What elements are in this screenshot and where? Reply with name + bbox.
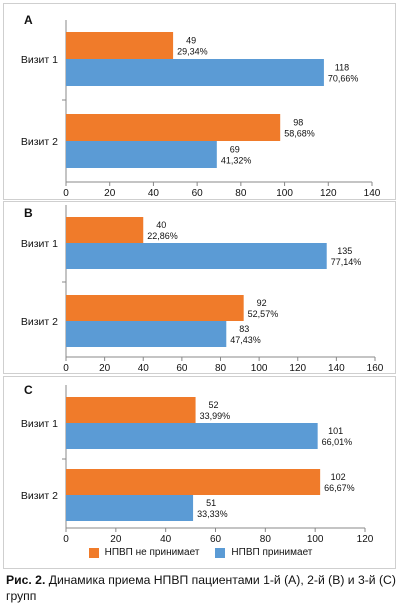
- data-label-value: 69: [230, 145, 240, 155]
- data-label-percent: 41,32%: [221, 156, 252, 166]
- category-label: Визит 2: [21, 316, 58, 328]
- data-label-value: 49: [186, 36, 196, 46]
- x-tick-label: 120: [357, 534, 374, 545]
- data-label-percent: 52,57%: [248, 309, 279, 319]
- bar: [66, 243, 327, 269]
- data-label-percent: 33,99%: [200, 411, 231, 421]
- x-tick-label: 80: [235, 188, 247, 199]
- data-label-value: 135: [337, 246, 352, 256]
- bar: [66, 141, 217, 168]
- x-tick-label: 100: [307, 534, 324, 545]
- x-tick-label: 20: [110, 534, 122, 545]
- x-tick-label: 120: [320, 188, 337, 199]
- data-label-value: 52: [209, 400, 219, 410]
- x-tick-label: 160: [367, 363, 384, 374]
- chart-panel-a: A 0 20 40 60 80 100 120 140 Визит 1 49 29,34% 118 70…: [3, 3, 396, 200]
- legend-item-taking: НПВП принимает: [215, 547, 312, 558]
- data-label-value: 40: [156, 220, 166, 230]
- x-tick-label: 20: [99, 363, 111, 374]
- legend-swatch-blue: [215, 547, 226, 558]
- bar: [66, 397, 196, 423]
- x-tick-label: 40: [148, 188, 160, 199]
- data-label-value: 101: [328, 426, 343, 436]
- legend-swatch-orange: [88, 547, 99, 558]
- x-tick-label: 0: [63, 534, 69, 545]
- bar: [66, 321, 227, 347]
- x-tick-label: 0: [63, 363, 69, 374]
- data-label-percent: 58,68%: [284, 129, 315, 139]
- data-label-percent: 66,01%: [322, 437, 353, 447]
- bar: [66, 295, 244, 321]
- x-tick-label: 100: [251, 363, 268, 374]
- x-tick-label: 120: [289, 363, 306, 374]
- data-label-percent: 33,33%: [197, 509, 228, 519]
- bar: [66, 114, 281, 141]
- bar: [66, 217, 144, 243]
- category-label: Визит 1: [21, 54, 58, 66]
- x-tick-label: 0: [63, 188, 69, 199]
- data-label-value: 98: [293, 118, 303, 128]
- data-label-value: 102: [331, 472, 346, 482]
- bar: [66, 469, 321, 495]
- x-tick-label: 40: [138, 363, 150, 374]
- data-label-value: 83: [239, 324, 249, 334]
- legend-label-not-taking: НПВП не принимает: [104, 547, 200, 558]
- caption-lead: Рис. 2.: [6, 573, 46, 587]
- category-label: Визит 2: [21, 490, 58, 502]
- bar: [66, 32, 174, 59]
- category-label: Визит 1: [21, 238, 58, 250]
- category-label: Визит 2: [21, 136, 58, 148]
- x-tick-label: 140: [328, 363, 345, 374]
- data-label-percent: 77,14%: [331, 257, 362, 267]
- chart-legend: НПВП не принимает НПВП принимает: [4, 547, 397, 558]
- x-tick-label: 60: [210, 534, 222, 545]
- x-tick-label: 100: [276, 188, 293, 199]
- x-tick-label: 20: [104, 188, 116, 199]
- x-tick-label: 80: [215, 363, 227, 374]
- panel-label-b: B: [24, 206, 33, 220]
- legend-item-not-taking: НПВП не принимает: [88, 547, 200, 558]
- chart-panel-b: B 0 20 40 60 80 100 120 140 160 Визит 1 40 22,86% 13…: [3, 201, 396, 374]
- data-label-percent: 47,43%: [230, 335, 261, 345]
- data-label-percent: 66,67%: [324, 483, 355, 493]
- x-tick-label: 140: [364, 188, 381, 199]
- bar: [66, 59, 324, 86]
- figure-caption: Рис. 2. Динамика приема НПВП пациентами …: [6, 572, 396, 604]
- data-label-value: 51: [206, 498, 216, 508]
- x-tick-label: 60: [176, 363, 188, 374]
- data-label-percent: 29,34%: [177, 47, 208, 57]
- x-tick-label: 40: [160, 534, 172, 545]
- data-label-percent: 22,86%: [147, 231, 178, 241]
- panel-label-a: A: [24, 13, 33, 27]
- panel-label-c: C: [24, 383, 33, 397]
- legend-label-taking: НПВП принимает: [231, 547, 313, 558]
- caption-text: Динамика приема НПВП пациентами 1-й (А),…: [6, 573, 396, 603]
- bar: [66, 495, 194, 521]
- data-label-value: 92: [257, 298, 267, 308]
- data-label-percent: 70,66%: [328, 74, 359, 84]
- data-label-value: 118: [335, 63, 349, 73]
- chart-panel-c: C 0 20 40 60 80 100 120 Визит 1 52 33,99% 101 66,01…: [3, 376, 396, 569]
- x-tick-label: 80: [260, 534, 272, 545]
- category-label: Визит 1: [21, 418, 58, 430]
- bar: [66, 423, 318, 449]
- x-tick-label: 60: [192, 188, 204, 199]
